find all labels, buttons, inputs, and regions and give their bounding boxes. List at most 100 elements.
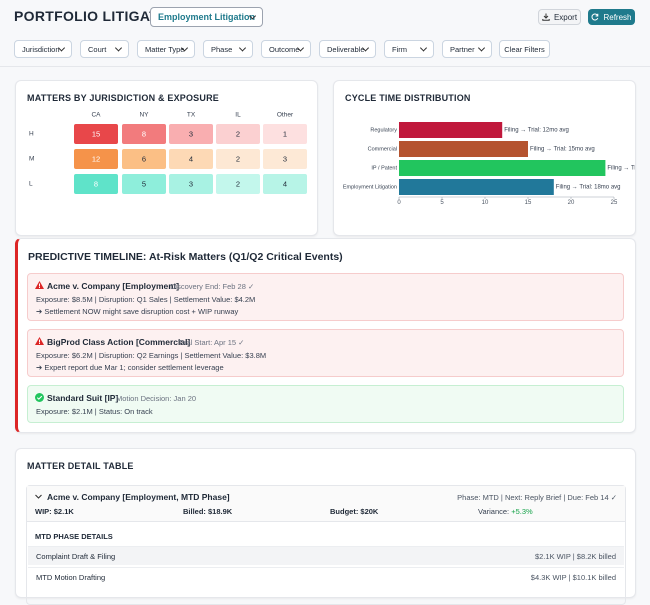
- metric-label: Budget:: [330, 507, 359, 516]
- filter-select[interactable]: Matter Type: [137, 40, 195, 58]
- cell-label: 15: [92, 129, 100, 138]
- page: PORTFOLIO LITIGATION: Employment Litigat…: [0, 0, 650, 586]
- bar[interactable]: [399, 141, 528, 157]
- column-label: NY: [139, 112, 149, 119]
- heat-cell[interactable]: [122, 124, 166, 144]
- filter-select[interactable]: Jurisdiction: [14, 40, 72, 58]
- heat-cell[interactable]: [122, 174, 166, 194]
- metric-value: +5.3%: [511, 507, 533, 516]
- heat-cell[interactable]: [169, 174, 213, 194]
- heat-cell[interactable]: [216, 124, 260, 144]
- warning-icon: [35, 337, 44, 345]
- heat-cell[interactable]: [263, 174, 307, 194]
- x-tick-label: 5: [440, 200, 444, 206]
- column-label: Other: [277, 112, 294, 119]
- heat-cell[interactable]: [74, 124, 118, 144]
- timeline-card: Acme v. Company [Employment] Discovery E…: [27, 273, 624, 321]
- heat-cell[interactable]: [169, 124, 213, 144]
- heat-cell[interactable]: [122, 149, 166, 169]
- cell-label: 5: [142, 179, 146, 188]
- heat-cell[interactable]: [216, 149, 260, 169]
- cell-label: 1: [283, 129, 287, 138]
- table-title: MATTER DETAIL TABLE: [27, 461, 134, 471]
- matter-box: Acme v. Company [Employment, MTD Phase] …: [26, 485, 626, 605]
- timeline-card: BigProd Class Action [Commercial] Trial …: [27, 329, 624, 377]
- task-amount: $2.1K WIP | $8.2K billed: [534, 552, 616, 561]
- matter-name: Acme v. Company [Employment, MTD Phase]: [47, 492, 230, 502]
- bar[interactable]: [399, 122, 503, 138]
- cell-label: 4: [283, 179, 287, 188]
- export-button[interactable]: Export: [538, 9, 581, 25]
- card-note: ➔ Settlement NOW might save disruption c…: [36, 307, 239, 316]
- task-name: Complaint Draft & Filing: [36, 552, 116, 561]
- card-title: Acme v. Company [Employment]: [47, 281, 180, 291]
- bar[interactable]: [399, 179, 554, 195]
- filter-select[interactable]: Phase: [203, 40, 253, 58]
- heatmap-title: MATTERS BY JURISDICTION & EXPOSURE: [27, 93, 219, 103]
- cycle-panel: CYCLE TIME DISTRIBUTION 0 5 10 15 20 25 Regula…: [333, 80, 636, 236]
- card-details: Exposure: $8.5M | Disruption: Q1 Sales |…: [36, 295, 256, 304]
- matter-status: Phase: MTD | Next: Reply Brief | Due: Fe…: [457, 493, 617, 502]
- timeline-card: Standard Suit [IP] Motion Decision: Jan …: [27, 385, 624, 423]
- heat-cell[interactable]: [216, 174, 260, 194]
- export-icon: [542, 13, 550, 21]
- metric-label: Variance:: [478, 507, 510, 516]
- cell-label: 3: [189, 129, 193, 138]
- filter-select[interactable]: Outcome: [261, 40, 311, 58]
- y-tick-label: IP / Patent: [371, 165, 397, 171]
- heat-cell[interactable]: [169, 149, 213, 169]
- cell-label: 2: [236, 129, 240, 138]
- cell-label: 12: [92, 154, 100, 163]
- heatmap: CA NY TX IL Other H 15 8 3 2 1 M 12 6 4 2 3 L 8 5 3 2 4: [29, 112, 307, 194]
- heat-cell[interactable]: [263, 124, 307, 144]
- card-event: Motion Decision: Jan 20: [116, 394, 197, 403]
- cell-label: 6: [142, 154, 146, 163]
- clear-filters[interactable]: Clear Filters: [499, 40, 550, 58]
- metric: Variance: +5.3%: [478, 507, 533, 516]
- divider: [0, 66, 650, 67]
- card-details: Exposure: $6.2M | Disruption: Q2 Earning…: [36, 351, 267, 360]
- bar[interactable]: [399, 160, 606, 176]
- filter-select[interactable]: Partner: [442, 40, 492, 58]
- cell-label: 8: [142, 129, 146, 138]
- matter-header[interactable]: Acme v. Company [Employment, MTD Phase] …: [27, 486, 625, 522]
- x-tick-label: 0: [397, 200, 401, 206]
- metric: Billed: $18.9K: [183, 507, 232, 516]
- row-label: L: [29, 181, 33, 188]
- x-tick-label: 10: [482, 200, 489, 206]
- filter-select[interactable]: Deliverable: [319, 40, 376, 58]
- filter-select[interactable]: Court: [80, 40, 129, 58]
- filter-select[interactable]: Firm: [384, 40, 434, 58]
- metric: Budget: $20K: [330, 507, 378, 516]
- cell-label: 2: [236, 154, 240, 163]
- cell-label: 4: [189, 154, 193, 163]
- chevron-icon: [35, 494, 42, 499]
- card-event: Trial Start: Apr 15 ✓: [178, 338, 245, 347]
- card-title: BigProd Class Action [Commercial]: [47, 337, 191, 347]
- task-row: MTD Motion Drafting $4.3K WIP | $10.1K bi…: [28, 567, 624, 586]
- bar-label: Filing → Trial: 15mo avg: [530, 147, 595, 153]
- warning-icon: [35, 281, 44, 289]
- heat-cell[interactable]: [263, 149, 307, 169]
- row-label: H: [29, 131, 34, 138]
- x-tick-label: 15: [525, 200, 532, 206]
- heat-cell[interactable]: [74, 149, 118, 169]
- cell-label: 3: [189, 179, 193, 188]
- refresh-button[interactable]: Refresh: [588, 9, 635, 25]
- cycle-chart: 0 5 10 15 20 25 Regulatory Filing → Trial: 12mo…: [343, 122, 635, 206]
- cell-label: 8: [94, 179, 98, 188]
- portfolio-select[interactable]: Employment Litigation: [150, 7, 263, 27]
- cycle-title: CYCLE TIME DISTRIBUTION: [345, 93, 471, 103]
- card-details: Exposure: $2.1M | Status: On track: [36, 407, 153, 416]
- bar-label: Filing → Trial: 12mo avg: [504, 128, 569, 134]
- row-label: M: [29, 156, 34, 163]
- heat-cell[interactable]: [74, 174, 118, 194]
- section-title: MTD PHASE DETAILS: [35, 532, 113, 541]
- card-event: Discovery End: Feb 28 ✓: [170, 282, 255, 291]
- check-icon: [35, 393, 44, 402]
- metric-label: WIP:: [35, 507, 52, 516]
- page-title: PORTFOLIO LITIGATION:: [14, 8, 189, 24]
- export-label: Export: [553, 12, 578, 22]
- refresh-icon: [591, 13, 599, 21]
- metric-value: $18.9K: [208, 507, 233, 516]
